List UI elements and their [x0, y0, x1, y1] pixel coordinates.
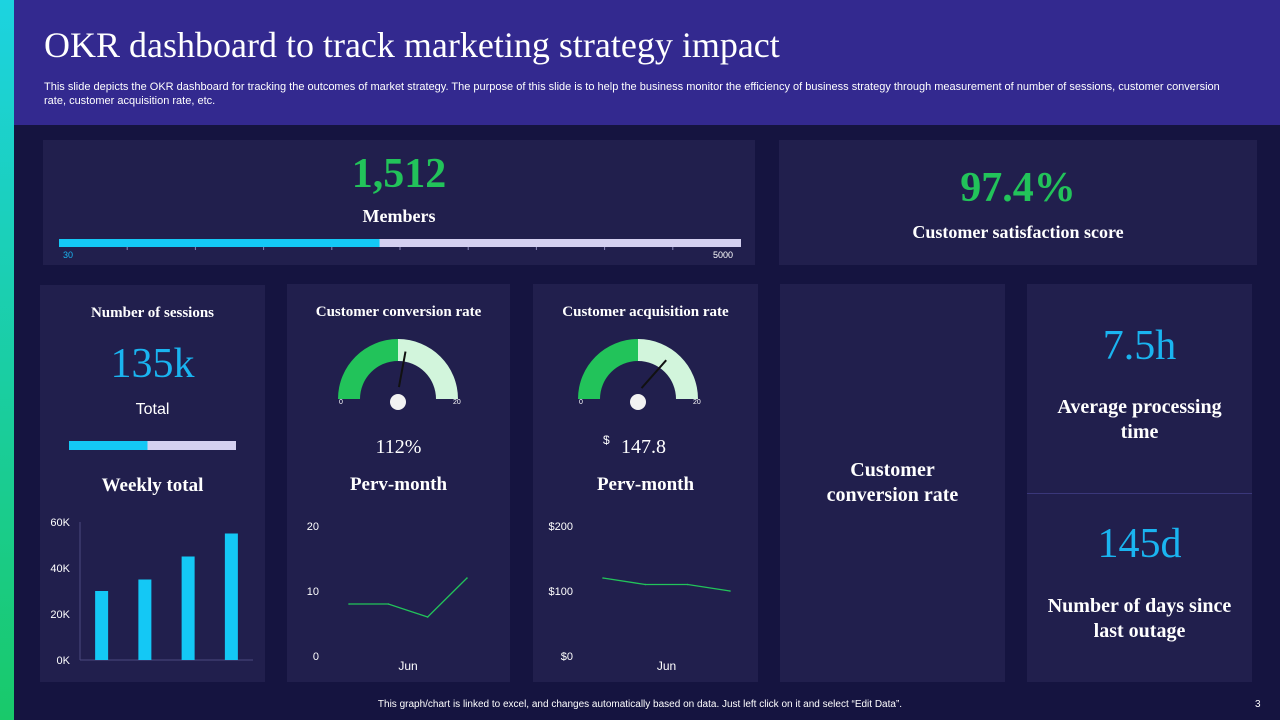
sessions-value: 135k — [110, 341, 195, 387]
members-progress-track — [59, 239, 741, 247]
conversion-line-chart: 0 10 20 Jun — [307, 521, 468, 673]
line-chart-y-tick-label: $0 — [561, 651, 573, 663]
line-chart-point — [387, 603, 390, 605]
acquisition-chart-title: Perv-month — [596, 474, 695, 495]
line-chart-point — [686, 583, 689, 586]
bar-chart-bar — [138, 579, 152, 660]
conversion-chart-title: Perv-month — [349, 474, 448, 495]
acquisition-title: Customer acquisition rate — [562, 304, 729, 320]
members-progress-ticks — [126, 247, 674, 250]
weekly-total-title: Weekly total — [101, 475, 204, 496]
acquisition-line-chart: $0 $100 $200 Jun — [549, 521, 731, 673]
conversion-card: Customer conversion rate 0 20 112% Perv-… — [287, 284, 510, 682]
bar-chart-y-tick-label: 20K — [50, 609, 70, 621]
satisfaction-card: 97.4% Customer satisfaction score — [779, 140, 1257, 265]
gauge-hub — [390, 394, 406, 410]
bar-chart-y-tick-label: 0K — [57, 655, 71, 667]
sessions-progress-bar — [69, 441, 236, 450]
acquisition-gauge-min: 0 — [579, 399, 583, 406]
line-chart-y-tick-label: 10 — [307, 586, 319, 598]
gauge-hub — [630, 394, 646, 410]
members-card: 1,512 Members 30 5000 — [43, 140, 755, 265]
line-chart-series — [602, 577, 731, 592]
conversion-gauge-min: 0 — [339, 399, 343, 406]
line-chart-x-label: Jun — [657, 659, 676, 673]
processing-label: Average processing time — [1057, 396, 1222, 443]
outage-label: Number of days since last outage — [1047, 595, 1232, 642]
line-chart-point — [644, 583, 647, 586]
members-bar-max: 5000 — [712, 250, 733, 260]
line-chart-y-tick-label: 0 — [313, 651, 319, 663]
outage-value: 145d — [1097, 521, 1182, 567]
line-chart-y-tick-label: 20 — [307, 521, 319, 533]
acquisition-value: 147.8 — [621, 436, 666, 458]
line-chart-point — [602, 577, 604, 579]
acquisition-gauge — [578, 339, 698, 410]
conversion-title: Customer conversion rate — [315, 304, 482, 320]
line-chart-y-tick-label: $200 — [549, 521, 573, 533]
acquisition-gauge-max: 20 — [693, 399, 701, 406]
gauge-remaining-arc — [638, 339, 698, 399]
weekly-total-chart: 0K 20K 40K 60K — [50, 517, 253, 667]
bar-chart-y-tick-label: 60K — [50, 517, 70, 529]
operations-divider — [1027, 493, 1252, 494]
processing-value: 7.5h — [1102, 323, 1177, 369]
sessions-title: Number of sessions — [90, 305, 215, 321]
acquisition-card: Customer acquisition rate 0 20 $ 147.8 P… — [533, 284, 758, 682]
page-number: 3 — [1255, 699, 1261, 710]
accent-bar — [0, 0, 14, 720]
sessions-card: Number of sessions 135k Total Weekly tot… — [40, 285, 265, 682]
line-chart-point — [426, 616, 429, 618]
bar-chart-bar — [224, 533, 238, 660]
satisfaction-label: Customer satisfaction score — [912, 222, 1124, 242]
sessions-sub: Total — [135, 401, 170, 418]
line-chart-point — [466, 577, 468, 579]
members-progress-fill — [59, 239, 380, 247]
conversion-summary-label: Customer conversion rate — [826, 459, 959, 506]
sessions-progress-track — [69, 441, 236, 450]
line-chart-x-label: Jun — [398, 659, 417, 673]
bar-chart-bar — [181, 556, 195, 660]
bar-chart-y-tick-label: 40K — [50, 563, 70, 575]
acquisition-currency: $ — [603, 433, 610, 447]
gauge-filled-arc — [338, 339, 398, 399]
gauge-needle — [397, 351, 407, 388]
members-bar-min: 30 — [63, 250, 74, 260]
conversion-gauge — [338, 339, 458, 410]
conversion-value: 112% — [375, 436, 422, 458]
conversion-summary-card: Customer conversion rate — [780, 284, 1005, 682]
gauge-filled-arc — [578, 339, 638, 399]
line-chart-point — [729, 590, 731, 592]
page-title: OKR dashboard to track marketing strateg… — [44, 25, 780, 65]
members-label: Members — [362, 206, 436, 226]
members-progress-bar — [59, 239, 741, 250]
conversion-gauge-max: 20 — [453, 399, 461, 406]
line-chart-y-tick-label: $100 — [549, 586, 573, 598]
line-chart-series — [349, 577, 468, 618]
operations-card: 7.5h Average processing time 145d Number… — [1027, 284, 1252, 682]
footer-note: This graph/chart is linked to excel, and… — [377, 699, 903, 710]
header: OKR dashboard to track marketing strateg… — [14, 0, 1280, 125]
bar-chart-bar — [95, 591, 109, 660]
sessions-progress-fill — [69, 441, 148, 450]
gauge-remaining-arc — [398, 339, 458, 399]
page-subtitle: This slide depicts the OKR dashboard for… — [44, 81, 1220, 107]
gauge-needle — [640, 359, 667, 389]
line-chart-point — [348, 603, 350, 605]
members-value: 1,512 — [351, 151, 447, 197]
satisfaction-value: 97.4% — [960, 165, 1076, 211]
